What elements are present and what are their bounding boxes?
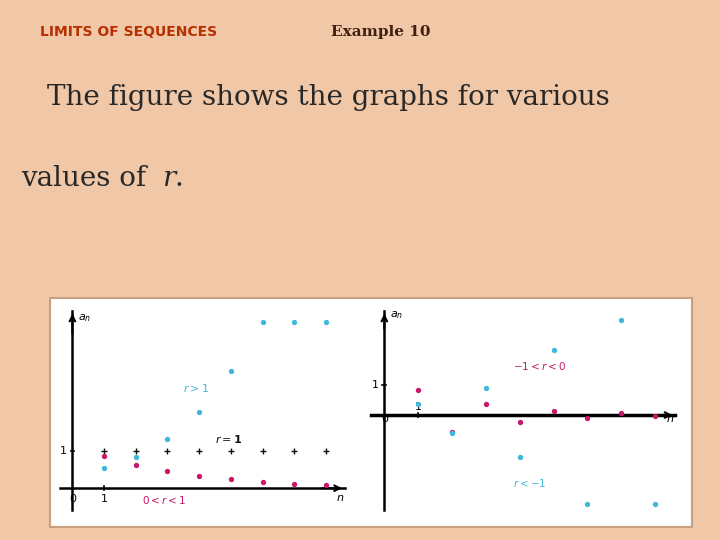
Point — [548, 346, 559, 354]
Point — [320, 481, 332, 489]
Text: n: n — [667, 414, 674, 423]
Point — [162, 447, 174, 456]
Point — [257, 447, 269, 456]
Point — [480, 400, 492, 409]
Text: The figure shows the graphs for various: The figure shows the graphs for various — [47, 84, 610, 111]
Text: $r>1$: $r>1$ — [184, 382, 210, 394]
Text: r: r — [162, 165, 175, 192]
Point — [162, 435, 174, 444]
Text: 1: 1 — [60, 446, 66, 456]
Text: $a_n$: $a_n$ — [78, 312, 91, 324]
Point — [320, 318, 332, 326]
Point — [514, 417, 526, 426]
Point — [99, 447, 110, 456]
Point — [582, 500, 593, 509]
Point — [99, 463, 110, 472]
Text: 0: 0 — [381, 414, 388, 423]
Point — [446, 428, 458, 437]
Point — [649, 412, 661, 421]
Point — [548, 406, 559, 415]
Text: 1: 1 — [101, 494, 107, 504]
Point — [257, 477, 269, 486]
Point — [616, 409, 627, 417]
Text: $0<r<1$: $0<r<1$ — [142, 494, 186, 506]
Point — [480, 383, 492, 392]
Text: values of: values of — [22, 165, 156, 192]
Point — [582, 414, 593, 422]
Point — [289, 318, 300, 326]
Point — [194, 408, 205, 417]
Point — [130, 447, 142, 456]
Point — [446, 427, 458, 436]
Point — [225, 447, 237, 456]
Text: $-1<r<0$: $-1<r<0$ — [513, 360, 566, 373]
Point — [194, 447, 205, 456]
Point — [289, 480, 300, 488]
Text: LIMITS OF SEQUENCES: LIMITS OF SEQUENCES — [40, 25, 217, 39]
Point — [320, 447, 332, 456]
Point — [225, 367, 237, 375]
FancyBboxPatch shape — [50, 298, 692, 527]
Text: 0: 0 — [69, 494, 76, 504]
Point — [225, 475, 237, 484]
Point — [130, 453, 142, 461]
Point — [257, 318, 269, 326]
Point — [194, 472, 205, 481]
Text: 1: 1 — [372, 380, 379, 390]
Text: $r<-1$: $r<-1$ — [513, 477, 546, 489]
Point — [514, 453, 526, 462]
Point — [413, 386, 424, 394]
Point — [162, 467, 174, 476]
Text: 1: 1 — [415, 402, 422, 411]
Text: n: n — [337, 493, 343, 503]
Point — [413, 400, 424, 408]
Point — [649, 500, 661, 509]
Text: .: . — [174, 165, 183, 192]
Point — [130, 461, 142, 469]
Point — [289, 447, 300, 456]
Point — [616, 315, 627, 324]
Text: $a_n$: $a_n$ — [390, 309, 404, 321]
Text: $r = \mathbf{1}$: $r = \mathbf{1}$ — [215, 433, 242, 445]
Point — [99, 451, 110, 460]
Text: Example 10: Example 10 — [331, 25, 431, 39]
